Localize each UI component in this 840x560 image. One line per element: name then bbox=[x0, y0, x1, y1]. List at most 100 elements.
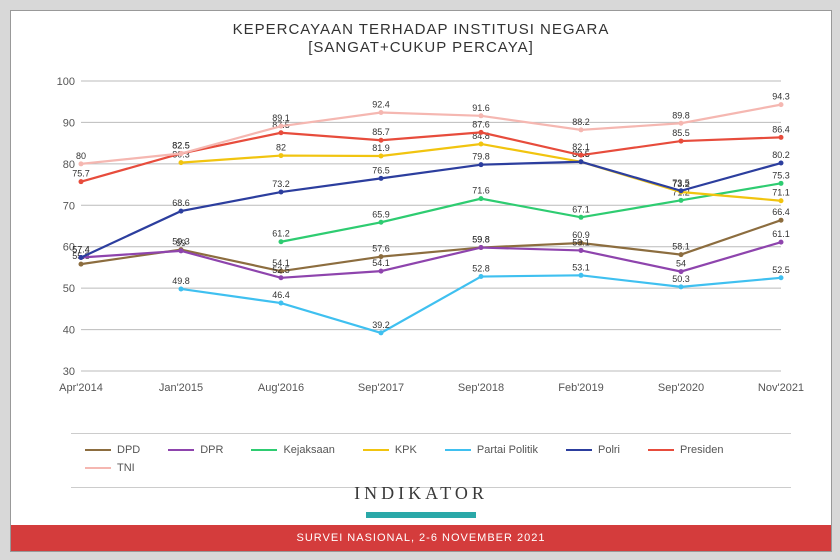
data-point bbox=[179, 160, 184, 165]
data-point bbox=[579, 273, 584, 278]
data-label: 82.5 bbox=[172, 141, 190, 151]
data-label: 52.5 bbox=[772, 265, 790, 275]
data-label: 89.1 bbox=[272, 113, 290, 123]
data-point bbox=[279, 153, 284, 158]
y-tick-label: 100 bbox=[57, 76, 75, 88]
data-point bbox=[379, 220, 384, 225]
legend-label: Kejaksaan bbox=[283, 444, 334, 456]
data-label: 81.9 bbox=[372, 143, 390, 153]
data-label: 82.1 bbox=[572, 142, 590, 152]
logo-underline bbox=[366, 512, 476, 518]
y-tick-label: 90 bbox=[63, 117, 75, 129]
data-label: 82 bbox=[276, 143, 286, 153]
footer-logo: INDIKATOR bbox=[11, 483, 831, 525]
data-label: 80.2 bbox=[772, 150, 790, 160]
data-point bbox=[479, 245, 484, 250]
data-label: 52.5 bbox=[272, 265, 290, 275]
data-label: 88.2 bbox=[572, 117, 590, 127]
legend-item: Kejaksaan bbox=[251, 444, 334, 456]
data-point bbox=[179, 286, 184, 291]
data-label: 59.1 bbox=[572, 237, 590, 247]
data-label: 85.5 bbox=[672, 128, 690, 138]
y-tick-label: 50 bbox=[63, 283, 75, 295]
data-point bbox=[79, 161, 84, 166]
data-label: 92.4 bbox=[372, 99, 390, 109]
data-label: 52.8 bbox=[472, 264, 490, 274]
data-point bbox=[279, 124, 284, 129]
data-label: 71.6 bbox=[472, 186, 490, 196]
data-label: 49.8 bbox=[172, 276, 190, 286]
data-label: 68.6 bbox=[172, 198, 190, 208]
data-point bbox=[379, 330, 384, 335]
data-point bbox=[279, 239, 284, 244]
data-point bbox=[179, 248, 184, 253]
x-category-label: Jan'2015 bbox=[159, 382, 203, 394]
data-point bbox=[379, 153, 384, 158]
chart-area: 30405060708090100Apr'2014Jan'2015Aug'201… bbox=[61, 71, 791, 411]
series-Partai Politik bbox=[181, 275, 781, 333]
legend: DPDDPRKejaksaanKPKPartai PolitikPolriPre… bbox=[71, 441, 791, 477]
data-point bbox=[579, 127, 584, 132]
data-point bbox=[479, 196, 484, 201]
data-point bbox=[479, 113, 484, 118]
footer-band-text: SURVEI NASIONAL, 2-6 NOVEMBER 2021 bbox=[297, 532, 546, 544]
legend-item: Partai Politik bbox=[445, 444, 538, 456]
data-label: 73.2 bbox=[272, 179, 290, 189]
legend-label: TNI bbox=[117, 462, 135, 474]
x-category-label: Sep'2018 bbox=[458, 382, 504, 394]
y-tick-label: 70 bbox=[63, 200, 75, 212]
data-point bbox=[779, 218, 784, 223]
data-label: 71.1 bbox=[772, 188, 790, 198]
legend-swatch bbox=[566, 449, 592, 452]
data-point bbox=[779, 275, 784, 280]
data-point bbox=[579, 248, 584, 253]
page-frame: KEPERCAYAAN TERHADAP INSTITUSI NEGARA [S… bbox=[10, 10, 832, 552]
data-label: 89.8 bbox=[672, 110, 690, 120]
legend-swatch bbox=[85, 449, 111, 452]
data-label: 94.3 bbox=[772, 92, 790, 102]
data-point bbox=[479, 141, 484, 146]
legend-item: Polri bbox=[566, 444, 620, 456]
data-point bbox=[479, 274, 484, 279]
data-point bbox=[379, 110, 384, 115]
data-point bbox=[79, 255, 84, 260]
legend-label: Polri bbox=[598, 444, 620, 456]
data-label: 67.1 bbox=[572, 204, 590, 214]
data-point bbox=[779, 102, 784, 107]
data-point bbox=[779, 198, 784, 203]
data-point bbox=[379, 138, 384, 143]
logo-text: INDIKATOR bbox=[354, 483, 488, 503]
data-point bbox=[579, 215, 584, 220]
data-point bbox=[779, 240, 784, 245]
legend-item: Presiden bbox=[648, 444, 723, 456]
legend-swatch bbox=[251, 449, 277, 452]
data-label: 76.5 bbox=[372, 165, 390, 175]
data-point bbox=[279, 190, 284, 195]
data-point bbox=[79, 179, 84, 184]
x-category-label: Sep'2017 bbox=[358, 382, 404, 394]
data-point bbox=[779, 161, 784, 166]
data-label: 87.6 bbox=[472, 119, 490, 129]
data-label: 57.4 bbox=[72, 244, 90, 254]
x-category-label: Sep'2020 bbox=[658, 382, 704, 394]
data-point bbox=[779, 135, 784, 140]
legend-label: KPK bbox=[395, 444, 417, 456]
title-line-2: [SANGAT+CUKUP PERCAYA] bbox=[11, 39, 831, 57]
data-point bbox=[679, 284, 684, 289]
data-point bbox=[379, 176, 384, 181]
data-point bbox=[179, 209, 184, 214]
legend-item: KPK bbox=[363, 444, 417, 456]
title-line-1: KEPERCAYAAN TERHADAP INSTITUSI NEGARA bbox=[11, 21, 831, 39]
legend-swatch bbox=[648, 449, 674, 452]
data-label: 61.1 bbox=[772, 229, 790, 239]
data-label: 58.1 bbox=[672, 242, 690, 252]
data-point bbox=[679, 252, 684, 257]
data-point bbox=[679, 139, 684, 144]
legend-item: DPD bbox=[85, 444, 140, 456]
data-point bbox=[179, 151, 184, 156]
data-point bbox=[579, 159, 584, 164]
legend-separator-top bbox=[71, 433, 791, 434]
legend-swatch bbox=[363, 449, 389, 452]
data-point bbox=[779, 181, 784, 186]
data-label: 79.8 bbox=[472, 152, 490, 162]
